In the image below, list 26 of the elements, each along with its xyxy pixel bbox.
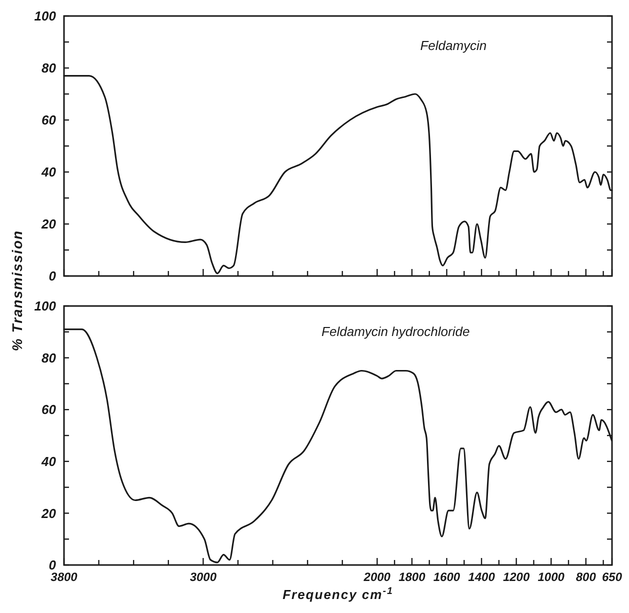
y-axis-title: % Transmission (9, 230, 25, 352)
x-tick-label: 650 (602, 570, 622, 584)
y-tick-label: 0 (48, 268, 57, 284)
y-tick-label: 20 (40, 216, 57, 232)
y-tick-label: 60 (42, 112, 57, 128)
y-tick-label: 60 (42, 402, 57, 418)
x-tick-label: 1800 (398, 570, 426, 584)
x-tick-label: 1200 (502, 570, 530, 584)
x-tick-label: 1400 (468, 570, 496, 584)
y-tick-label: 80 (42, 350, 57, 366)
y-tick-label: 40 (40, 454, 57, 469)
x-tick-label: 3000 (190, 570, 217, 584)
y-tick-label: 100 (34, 298, 57, 314)
y-tick-label: 80 (42, 60, 57, 76)
y-tick-label: 100 (34, 8, 57, 24)
x-tick-label: 1600 (433, 570, 460, 584)
text: Feldamycin hydrochloride (322, 324, 470, 339)
x-tick-label: 800 (576, 570, 596, 584)
x-tick-label: 3800 (50, 570, 78, 584)
x-tick-label: 1000 (538, 570, 565, 584)
text: Feldamycin (420, 38, 487, 53)
y-tick-label: 20 (40, 506, 57, 521)
x-tick-label: 2000 (362, 570, 391, 584)
x-axis-title: Frequency cm$^{-1}$ (282, 586, 394, 602)
y-tick-label: 40 (40, 164, 57, 180)
y-tick-label: 0 (48, 558, 57, 573)
